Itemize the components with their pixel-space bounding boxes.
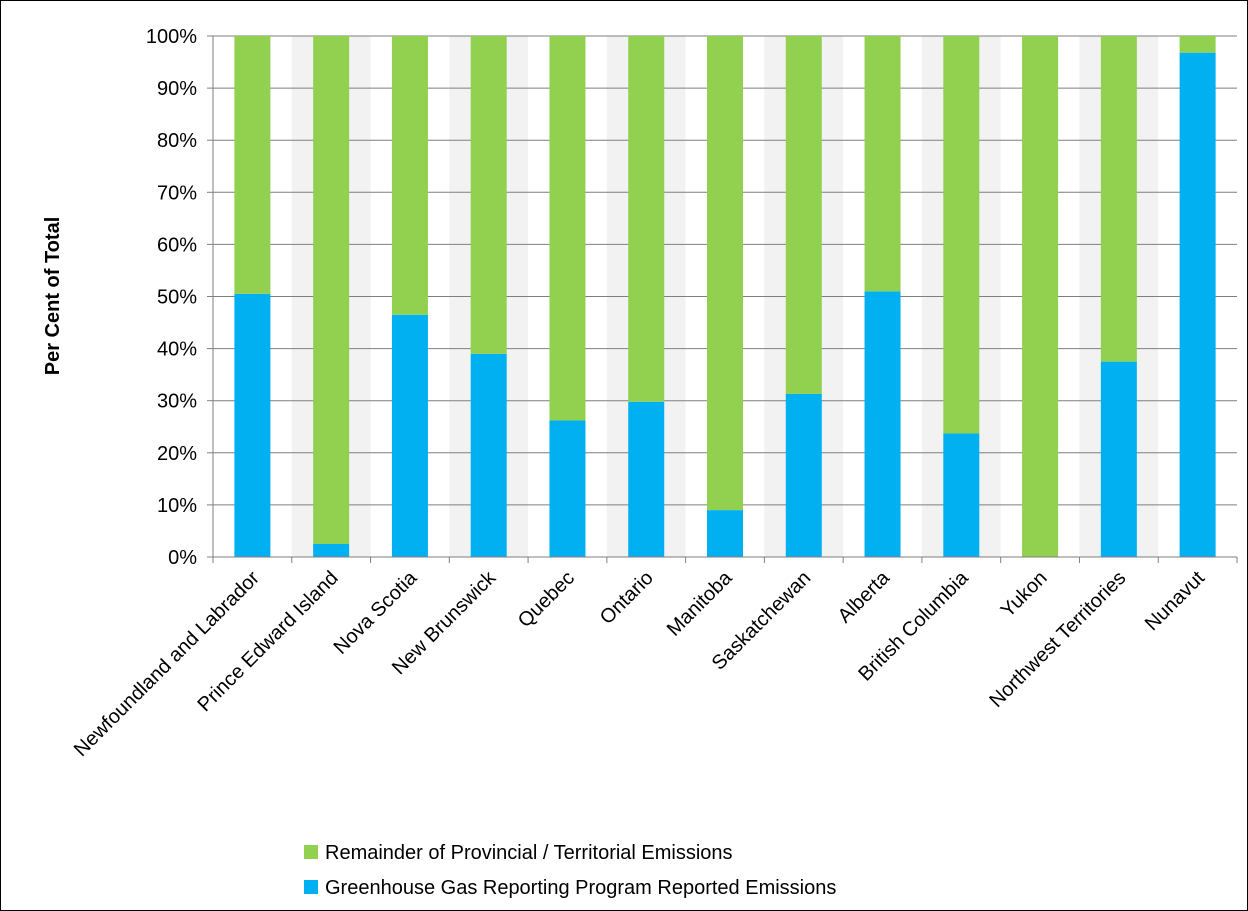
bar-segment-reported (1179, 52, 1216, 558)
bar-segment-remainder (943, 36, 980, 434)
x-tick-label: Alberta (834, 566, 895, 627)
x-tick-label: Nunavut (1141, 567, 1210, 636)
bar-segment-reported (707, 510, 743, 557)
bar-segment-reported (1100, 361, 1137, 557)
legend-label: Greenhouse Gas Reporting Program Reporte… (325, 877, 836, 899)
y-tick-label: 100% (146, 26, 197, 48)
x-tick-label: Northwest Territories (985, 567, 1130, 712)
y-tick-label: 10% (157, 495, 197, 517)
x-tick-label: Prince Edward Island (194, 567, 343, 716)
y-tick-label: 40% (157, 339, 197, 361)
y-tick-label: 20% (157, 443, 197, 465)
y-tick-label: 90% (157, 78, 197, 100)
bar-segment-remainder (234, 36, 271, 294)
bar-segment-reported (313, 543, 350, 557)
y-tick-label: 80% (157, 130, 197, 152)
bar-segment-remainder (1179, 36, 1216, 53)
bar-segment-reported (785, 393, 822, 557)
axes (212, 36, 1238, 563)
x-tick-label: Yukon (997, 567, 1052, 622)
legend: Remainder of Provincial / Territorial Em… (304, 842, 836, 899)
bars (234, 36, 1216, 558)
legend-swatch (304, 845, 318, 859)
x-tick-label: Manitoba (663, 566, 737, 640)
legend-label: Remainder of Provincial / Territorial Em… (325, 842, 733, 864)
y-tick-label: 0% (168, 547, 197, 569)
bar-segment-remainder (707, 36, 743, 511)
bar-segment-reported (391, 314, 428, 557)
y-tick-label: 50% (157, 287, 197, 309)
bar-segment-reported (864, 291, 901, 557)
bar-segment-reported (549, 420, 586, 557)
bar-segment-remainder (313, 36, 350, 544)
bar-segment-remainder (549, 36, 586, 421)
y-axis-label: Per Cent of Total (42, 217, 64, 376)
legend-swatch (304, 880, 318, 894)
x-tick-label: Quebec (514, 567, 579, 632)
bar-segment-remainder (864, 36, 901, 292)
bar-segment-reported (628, 401, 665, 557)
y-tick-label: 70% (157, 182, 197, 204)
y-tick-label: 60% (157, 234, 197, 256)
bar-segment-reported (943, 433, 980, 557)
bar-segment-remainder (391, 36, 428, 315)
bar-segment-reported (470, 353, 507, 557)
x-tick-label: Ontario (596, 567, 658, 629)
bar-segment-remainder (1022, 36, 1059, 557)
y-tick-labels: 0% 10% 20% 30% 40% 50% 60% 70% 80% 90% 100% (146, 26, 197, 569)
bar-segment-remainder (470, 36, 507, 354)
bar-segment-remainder (628, 36, 665, 402)
bar-segment-remainder (785, 36, 822, 394)
bar-segment-reported (234, 293, 271, 557)
bar-segment-remainder (1100, 36, 1137, 362)
y-tick-label: 30% (157, 391, 197, 413)
